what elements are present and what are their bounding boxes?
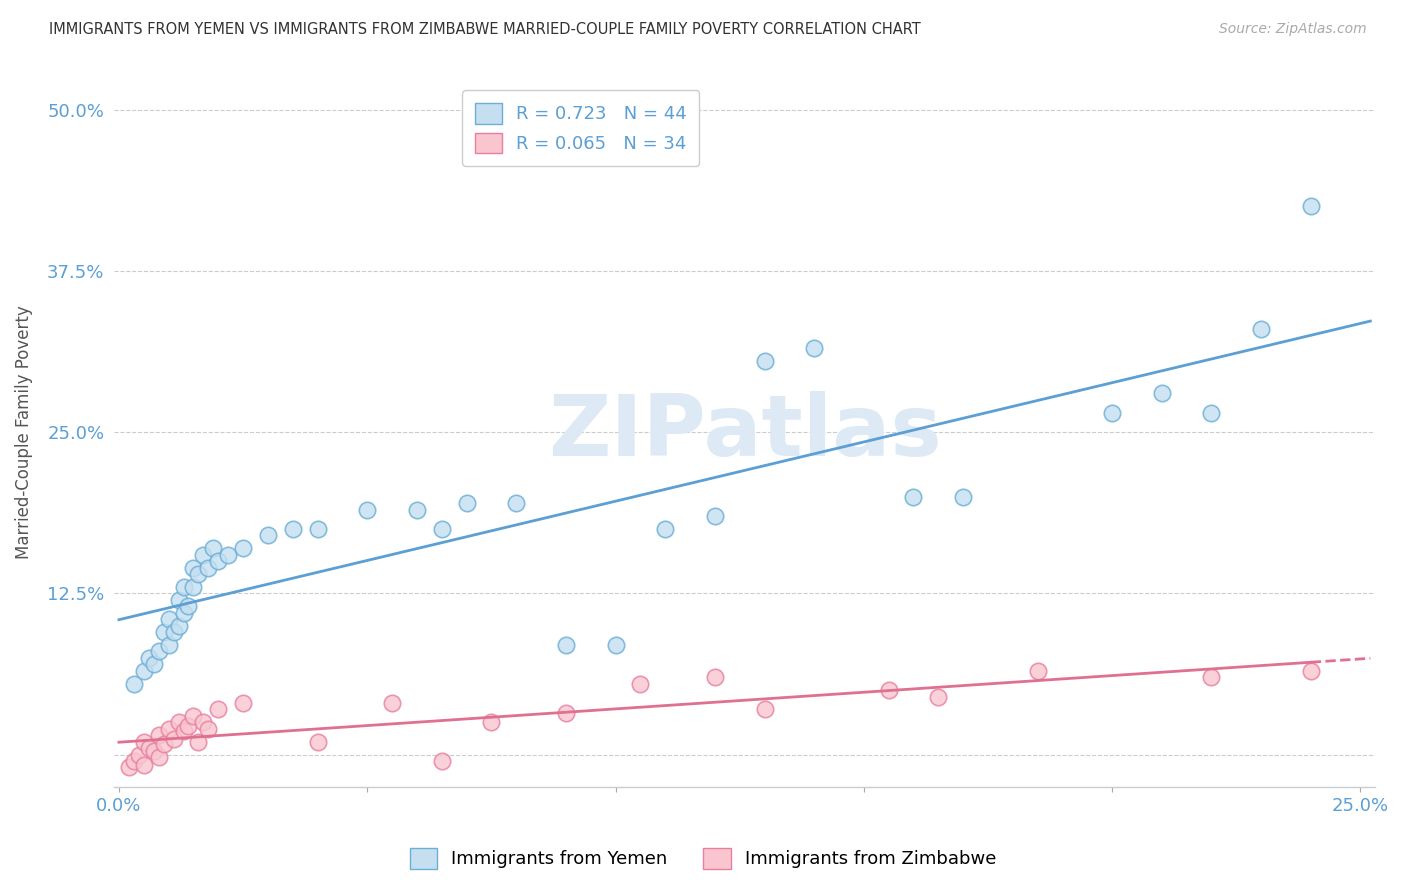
Point xyxy=(167,592,190,607)
Point xyxy=(162,625,184,640)
Point xyxy=(193,715,215,730)
Point xyxy=(193,548,215,562)
Point xyxy=(703,670,725,684)
Point xyxy=(197,560,219,574)
Point xyxy=(207,554,229,568)
Point xyxy=(1150,386,1173,401)
Point xyxy=(217,548,239,562)
Point xyxy=(167,618,190,632)
Point xyxy=(162,732,184,747)
Point xyxy=(554,638,576,652)
Point xyxy=(430,522,453,536)
Point xyxy=(356,502,378,516)
Point xyxy=(430,754,453,768)
Point xyxy=(232,696,254,710)
Point xyxy=(952,490,974,504)
Point xyxy=(173,580,195,594)
Point xyxy=(554,706,576,721)
Point xyxy=(128,747,150,762)
Point xyxy=(187,734,209,748)
Point xyxy=(257,528,280,542)
Point xyxy=(152,625,174,640)
Point xyxy=(456,496,478,510)
Point xyxy=(605,638,627,652)
Point xyxy=(281,522,304,536)
Point xyxy=(122,676,145,690)
Point xyxy=(187,567,209,582)
Point xyxy=(183,560,205,574)
Point xyxy=(307,522,329,536)
Point xyxy=(381,696,404,710)
Point xyxy=(1299,664,1322,678)
Point xyxy=(142,744,165,758)
Legend: Immigrants from Yemen, Immigrants from Zimbabwe: Immigrants from Yemen, Immigrants from Z… xyxy=(402,840,1004,876)
Point xyxy=(148,750,170,764)
Point xyxy=(877,683,900,698)
Point xyxy=(754,702,776,716)
Point xyxy=(118,760,141,774)
Point xyxy=(1250,322,1272,336)
Point xyxy=(173,724,195,739)
Point xyxy=(148,728,170,742)
Point xyxy=(138,651,160,665)
Point xyxy=(152,737,174,751)
Point xyxy=(903,490,925,504)
Point xyxy=(754,354,776,368)
Point xyxy=(132,664,155,678)
Point xyxy=(1101,406,1123,420)
Point xyxy=(183,580,205,594)
Point xyxy=(142,657,165,672)
Point xyxy=(307,734,329,748)
Y-axis label: Married-Couple Family Poverty: Married-Couple Family Poverty xyxy=(15,305,32,559)
Point xyxy=(1026,664,1049,678)
Point xyxy=(927,690,949,704)
Point xyxy=(157,722,180,736)
Point xyxy=(122,754,145,768)
Point xyxy=(177,599,200,614)
Point xyxy=(803,341,825,355)
Point xyxy=(1201,406,1223,420)
Point xyxy=(1299,199,1322,213)
Point xyxy=(406,502,429,516)
Legend: R = 0.723   N = 44, R = 0.065   N = 34: R = 0.723 N = 44, R = 0.065 N = 34 xyxy=(463,90,699,166)
Text: IMMIGRANTS FROM YEMEN VS IMMIGRANTS FROM ZIMBABWE MARRIED-COUPLE FAMILY POVERTY : IMMIGRANTS FROM YEMEN VS IMMIGRANTS FROM… xyxy=(49,22,921,37)
Point xyxy=(479,715,502,730)
Point xyxy=(157,638,180,652)
Point xyxy=(505,496,527,510)
Point xyxy=(207,702,229,716)
Point xyxy=(173,606,195,620)
Point xyxy=(132,758,155,772)
Point xyxy=(167,715,190,730)
Point xyxy=(628,676,651,690)
Point xyxy=(183,709,205,723)
Text: ZIPatlas: ZIPatlas xyxy=(548,391,942,474)
Point xyxy=(132,734,155,748)
Point xyxy=(177,719,200,733)
Point xyxy=(232,541,254,556)
Point xyxy=(1201,670,1223,684)
Text: Source: ZipAtlas.com: Source: ZipAtlas.com xyxy=(1219,22,1367,37)
Point xyxy=(138,741,160,756)
Point xyxy=(197,722,219,736)
Point xyxy=(202,541,225,556)
Point xyxy=(654,522,676,536)
Point xyxy=(703,508,725,523)
Point xyxy=(157,612,180,626)
Point xyxy=(148,644,170,658)
